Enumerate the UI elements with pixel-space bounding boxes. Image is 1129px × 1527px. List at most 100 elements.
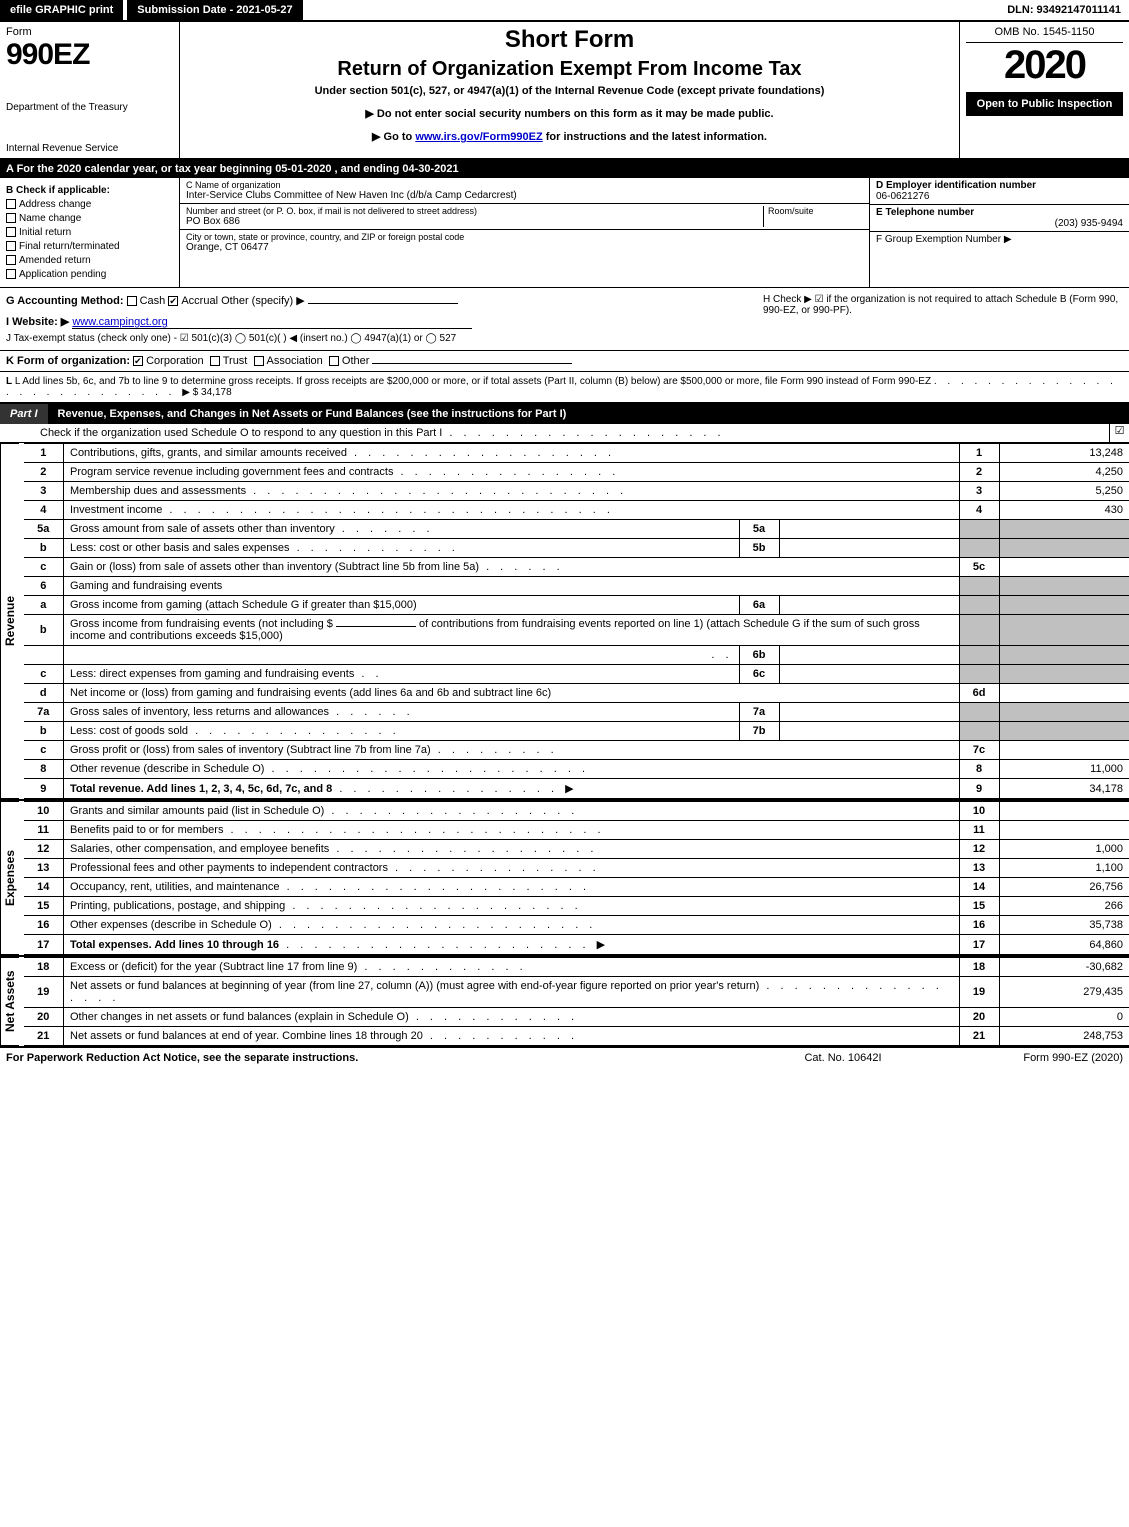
part-1-title: Revenue, Expenses, and Changes in Net As… — [48, 404, 1129, 424]
org-name: Inter-Service Clubs Committee of New Hav… — [186, 190, 863, 201]
table-row: 3Membership dues and assessments . . . .… — [24, 482, 1129, 501]
cb-name-change[interactable]: Name change — [6, 213, 173, 224]
table-row: dNet income or (loss) from gaming and fu… — [24, 684, 1129, 703]
table-row: 2Program service revenue including gover… — [24, 463, 1129, 482]
footer-left: For Paperwork Reduction Act Notice, see … — [6, 1052, 743, 1064]
irs-link[interactable]: www.irs.gov/Form990EZ — [415, 131, 542, 143]
cb-final-return[interactable]: Final return/terminated — [6, 241, 173, 252]
netassets-block: Net Assets 18Excess or (deficit) for the… — [0, 957, 1129, 1048]
k-label: K Form of organization: — [6, 355, 130, 367]
short-form-title: Short Form — [188, 26, 951, 54]
cb-accrual[interactable] — [168, 296, 178, 306]
row-g-h: G Accounting Method: Cash Accrual Other … — [0, 288, 1129, 351]
col-d-e-f: D Employer identification number 06-0621… — [869, 178, 1129, 287]
row-l: L L Add lines 5b, 6c, and 7b to line 9 t… — [0, 372, 1129, 404]
expenses-side-label: Expenses — [0, 801, 19, 955]
line3-val: 5,250 — [999, 482, 1129, 501]
cb-application-pending[interactable]: Application pending — [6, 269, 173, 280]
phone-value: (203) 935-9494 — [876, 218, 1123, 229]
table-row: 19Net assets or fund balances at beginni… — [24, 977, 1129, 1008]
header-left: Form 990EZ Department of the Treasury In… — [0, 22, 180, 158]
col-b-checkboxes: B Check if applicable: Address change Na… — [0, 178, 180, 287]
page-footer: For Paperwork Reduction Act Notice, see … — [0, 1048, 1129, 1068]
line21-val: 248,753 — [999, 1027, 1129, 1046]
website-link[interactable]: www.campingct.org — [72, 316, 472, 329]
omb-number: OMB No. 1545-1150 — [966, 26, 1123, 43]
city-label: City or town, state or province, country… — [186, 232, 863, 242]
table-row: 7aGross sales of inventory, less returns… — [24, 703, 1129, 722]
revenue-side-label: Revenue — [0, 443, 19, 799]
line18-val: -30,682 — [999, 958, 1129, 977]
cb-corporation[interactable] — [133, 356, 143, 366]
cb-address-change[interactable]: Address change — [6, 199, 173, 210]
goto-note: ▶ Go to www.irs.gov/Form990EZ for instru… — [188, 130, 951, 143]
return-title: Return of Organization Exempt From Incom… — [188, 58, 951, 81]
revenue-block: Revenue 1Contributions, gifts, grants, a… — [0, 443, 1129, 801]
line20-val: 0 — [999, 1008, 1129, 1027]
dln-label: DLN: 93492147011141 — [999, 0, 1129, 20]
cb-trust[interactable] — [210, 356, 220, 366]
line19-val: 279,435 — [999, 977, 1129, 1008]
table-row: . .6b — [24, 646, 1129, 665]
table-row: cLess: direct expenses from gaming and f… — [24, 665, 1129, 684]
line15-val: 266 — [999, 897, 1129, 916]
line9-val: 34,178 — [999, 779, 1129, 799]
table-row: 20Other changes in net assets or fund ba… — [24, 1008, 1129, 1027]
line8-val: 11,000 — [999, 760, 1129, 779]
top-bar: efile GRAPHIC print Submission Date - 20… — [0, 0, 1129, 22]
table-row: 16Other expenses (describe in Schedule O… — [24, 916, 1129, 935]
table-row: bLess: cost or other basis and sales exp… — [24, 539, 1129, 558]
table-row: cGross profit or (loss) from sales of in… — [24, 741, 1129, 760]
table-row: 12Salaries, other compensation, and empl… — [24, 840, 1129, 859]
line12-val: 1,000 — [999, 840, 1129, 859]
table-row: 5aGross amount from sale of assets other… — [24, 520, 1129, 539]
cb-association[interactable] — [254, 356, 264, 366]
part-1-tab: Part I — [0, 404, 48, 424]
netassets-side-label: Net Assets — [0, 957, 19, 1046]
street-value: PO Box 686 — [186, 216, 763, 227]
e-phone-label: E Telephone number — [876, 207, 1123, 218]
i-label: I Website: ▶ — [6, 316, 69, 328]
table-row: 1Contributions, gifts, grants, and simil… — [24, 444, 1129, 463]
cb-cash[interactable] — [127, 296, 137, 306]
table-row: 15Printing, publications, postage, and s… — [24, 897, 1129, 916]
row-a-tax-year: A For the 2020 calendar year, or tax yea… — [0, 160, 1129, 178]
part1-check[interactable]: ☑ — [1109, 424, 1129, 442]
line14-val: 26,756 — [999, 878, 1129, 897]
cb-amended-return[interactable]: Amended return — [6, 255, 173, 266]
table-row: 4Investment income . . . . . . . . . . .… — [24, 501, 1129, 520]
revenue-table: 1Contributions, gifts, grants, and simil… — [24, 443, 1129, 799]
form-header: Form 990EZ Department of the Treasury In… — [0, 22, 1129, 160]
form-label: Form — [6, 26, 173, 38]
d-ein-label: D Employer identification number — [876, 180, 1123, 191]
l-amount: ▶ $ 34,178 — [182, 387, 231, 398]
header-right: OMB No. 1545-1150 2020 Open to Public In… — [959, 22, 1129, 158]
room-label: Room/suite — [768, 206, 863, 216]
ein-value: 06-0621276 — [876, 191, 1123, 202]
table-row: 11Benefits paid to or for members . . . … — [24, 821, 1129, 840]
g-other: Other (specify) ▶ — [221, 295, 305, 307]
table-row: 14Occupancy, rent, utilities, and mainte… — [24, 878, 1129, 897]
part1-check-line: Check if the organization used Schedule … — [0, 424, 1109, 442]
c-name-label: C Name of organization — [186, 180, 863, 190]
footer-cat: Cat. No. 10642I — [743, 1052, 943, 1064]
line4-val: 430 — [999, 501, 1129, 520]
f-group-label: F Group Exemption Number ▶ — [876, 234, 1123, 245]
row-g: G Accounting Method: Cash Accrual Other … — [6, 294, 763, 344]
street-label: Number and street (or P. O. box, if mail… — [186, 206, 763, 216]
table-row: aGross income from gaming (attach Schedu… — [24, 596, 1129, 615]
table-row: bLess: cost of goods sold . . . . . . . … — [24, 722, 1129, 741]
table-row: 10Grants and similar amounts paid (list … — [24, 802, 1129, 821]
cb-initial-return[interactable]: Initial return — [6, 227, 173, 238]
table-row: 21Net assets or fund balances at end of … — [24, 1027, 1129, 1046]
efile-print-button[interactable]: efile GRAPHIC print — [0, 0, 123, 20]
row-j: J Tax-exempt status (check only one) - ☑… — [6, 333, 763, 344]
row-h: H Check ▶ ☑ if the organization is not r… — [763, 294, 1123, 344]
table-row: 13Professional fees and other payments t… — [24, 859, 1129, 878]
cb-other-org[interactable] — [329, 356, 339, 366]
col-b-title: B Check if applicable: — [6, 185, 173, 196]
l-text: L Add lines 5b, 6c, and 7b to line 9 to … — [15, 376, 931, 387]
netassets-table: 18Excess or (deficit) for the year (Subt… — [24, 957, 1129, 1046]
line13-val: 1,100 — [999, 859, 1129, 878]
line16-val: 35,738 — [999, 916, 1129, 935]
